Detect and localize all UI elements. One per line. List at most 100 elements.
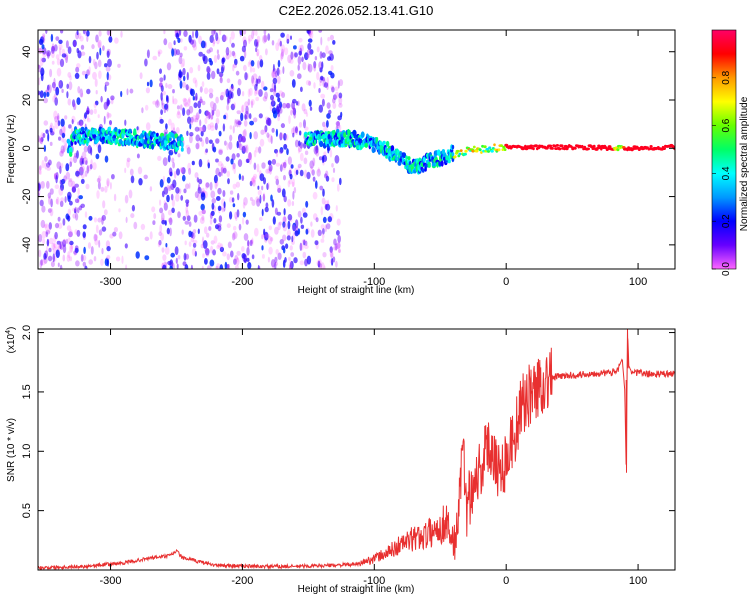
- spectrogram-cell: [187, 98, 191, 107]
- spectrogram-cell: [192, 95, 195, 101]
- spectrogram-cell: [97, 41, 101, 48]
- spectrogram-cell: [213, 102, 217, 112]
- spectrogram-cell: [399, 150, 403, 156]
- spectrogram-cell: [244, 114, 247, 120]
- spectrogram-cell: [118, 208, 121, 213]
- spectrogram-cell: [298, 121, 303, 128]
- spectrogram-cell: [204, 117, 208, 125]
- spectrogram-cell: [277, 252, 282, 260]
- spectrogram-cell: [63, 125, 66, 135]
- spectrogram-cell: [287, 214, 293, 221]
- spectrogram-cell: [292, 126, 296, 135]
- spectrogram-cell: [74, 198, 80, 204]
- spectrogram-cell: [277, 113, 281, 122]
- spectrogram-cell: [299, 260, 304, 266]
- spectrogram-cell: [43, 91, 47, 99]
- chart-title: C2E2.2026.052.13.41.G10: [279, 3, 434, 18]
- spectrogram-cell: [178, 30, 182, 36]
- spectrogram-cell: [232, 52, 237, 59]
- spectrogram-cell: [441, 149, 445, 154]
- spectrogram-cell: [229, 125, 233, 130]
- spectrogram-cell: [83, 145, 89, 153]
- spectrogram-cell: [338, 92, 343, 99]
- spectrogram-cell: [298, 145, 302, 153]
- spectrogram-cell: [182, 97, 187, 103]
- spectrogram-cell: [107, 99, 111, 105]
- spectrogram-cell: [103, 115, 106, 125]
- spectrogram-cell: [41, 230, 47, 239]
- spectrogram-cell: [236, 140, 239, 149]
- spectrogram-cell: [247, 61, 251, 68]
- spectrogram-cell: [323, 151, 327, 157]
- spectrogram-cell: [86, 30, 90, 37]
- spectrogram-cell: [93, 233, 98, 242]
- spectrogram-cell: [55, 175, 58, 184]
- spectrogram-cell: [284, 159, 287, 165]
- spectrogram-cell: [186, 130, 189, 136]
- spectrogram-cell: [214, 122, 218, 131]
- spectrogram-cell: [172, 98, 178, 105]
- spectrogram-cell: [103, 101, 108, 110]
- spectrogram-cell: [253, 131, 258, 140]
- spectrogram-cell: [59, 58, 65, 68]
- spectrogram-cell: [89, 109, 94, 115]
- spectrogram-cell: [185, 205, 188, 214]
- spectrogram-cell: [236, 110, 241, 115]
- spectrogram-cell: [102, 200, 106, 209]
- spectrogram-cell: [60, 149, 65, 154]
- spectrogram-cell: [145, 122, 151, 131]
- spectrogram-cell: [310, 221, 313, 227]
- spectrogram-cell: [299, 242, 303, 251]
- spectrogram-cell: [307, 42, 312, 51]
- spectrogram-y-label: Frequency (Hz): [6, 115, 17, 184]
- spectrogram-cell: [325, 175, 330, 182]
- spectrogram-cell: [315, 217, 319, 223]
- spectrogram-cell: [322, 188, 325, 197]
- spectrogram-cell: [226, 97, 230, 105]
- spectrogram-cell: [106, 178, 110, 187]
- spectrogram-cell: [233, 63, 237, 69]
- spectrogram-cell: [158, 231, 162, 236]
- spectrogram-cell: [215, 109, 221, 118]
- spectrogram-cell: [297, 210, 302, 218]
- spectrogram-cell: [280, 123, 285, 129]
- spectrogram-cell: [313, 82, 316, 89]
- spectrogram-cell: [316, 71, 320, 81]
- spectrogram-cell: [261, 162, 266, 169]
- spectrogram-cell: [55, 54, 60, 60]
- spectrogram-cell: [78, 195, 83, 200]
- spectrogram-cell: [186, 215, 191, 222]
- spectrogram-cell: [76, 97, 81, 105]
- spectrogram-cell: [104, 155, 109, 163]
- spectrogram-cell: [293, 45, 297, 50]
- spectrogram-cell: [56, 58, 61, 66]
- spectrogram-cell: [293, 107, 296, 112]
- spectrogram-cell: [55, 249, 60, 258]
- spectrogram-cell: [220, 91, 226, 98]
- spectrogram-cell: [242, 211, 247, 218]
- spectrogram-cell: [75, 213, 79, 221]
- spectrogram-cell: [306, 53, 310, 59]
- spectrogram-cell: [62, 218, 66, 226]
- spectrogram-cell: [173, 170, 177, 179]
- spectrogram-cell: [534, 144, 538, 148]
- spectrogram-cell: [271, 158, 277, 165]
- spectrogram-cell: [279, 132, 283, 141]
- spectrogram-cell: [218, 130, 222, 137]
- spectrogram-cell: [229, 211, 233, 220]
- spectrogram-cell: [110, 95, 115, 101]
- spectrogram-cell: [61, 88, 64, 93]
- spectrogram-cell: [249, 64, 253, 73]
- spectrogram-cell: [275, 92, 280, 98]
- spectrogram-cell: [309, 160, 315, 169]
- spectrogram-cell: [183, 75, 186, 82]
- spectrogram-cell: [474, 149, 479, 153]
- spectrogram-cell: [40, 137, 44, 142]
- spectrogram-cell: [337, 241, 341, 249]
- spectrogram-cell: [287, 220, 291, 230]
- spectrogram-cell: [114, 37, 119, 44]
- spectrogram-cell: [313, 60, 317, 69]
- spectrogram-cell: [190, 120, 193, 126]
- spectrogram-x-tick-label: 0: [503, 276, 509, 288]
